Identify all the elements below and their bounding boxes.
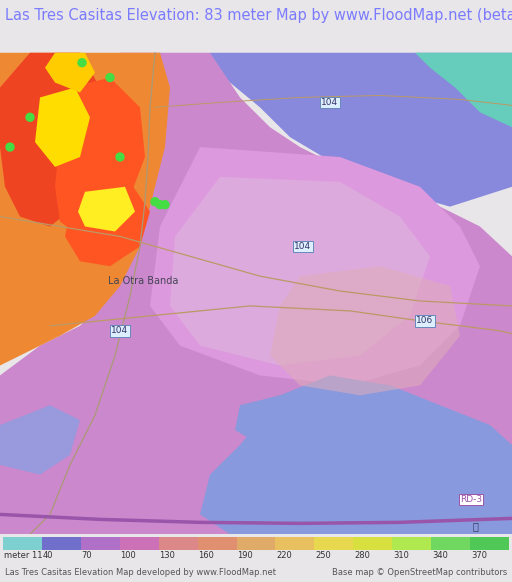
Text: 106: 106: [416, 317, 434, 325]
Polygon shape: [65, 182, 150, 266]
Polygon shape: [170, 177, 430, 365]
Circle shape: [161, 201, 169, 208]
Circle shape: [151, 198, 159, 205]
Bar: [80, 537, 119, 549]
Text: 160: 160: [199, 551, 215, 560]
Text: 104: 104: [294, 242, 312, 251]
Text: RD-3: RD-3: [460, 495, 482, 504]
Polygon shape: [0, 53, 110, 226]
Text: 100: 100: [120, 551, 136, 560]
Text: 70: 70: [81, 551, 92, 560]
Polygon shape: [35, 87, 90, 167]
Text: 104: 104: [322, 98, 338, 107]
Bar: [119, 537, 159, 549]
Polygon shape: [150, 147, 480, 385]
Bar: [41, 537, 80, 549]
Text: Base map © OpenStreetMap contributors: Base map © OpenStreetMap contributors: [332, 567, 507, 577]
Bar: [471, 537, 509, 549]
Polygon shape: [78, 187, 135, 232]
Circle shape: [26, 113, 34, 121]
Polygon shape: [235, 395, 310, 445]
Polygon shape: [45, 53, 95, 93]
Bar: [275, 537, 314, 549]
Text: 40: 40: [42, 551, 53, 560]
Bar: [237, 537, 275, 549]
Text: 340: 340: [433, 551, 449, 560]
Polygon shape: [415, 53, 512, 127]
Polygon shape: [0, 405, 80, 475]
Bar: [198, 537, 237, 549]
Polygon shape: [0, 53, 512, 534]
Bar: [314, 537, 353, 549]
Text: 104: 104: [112, 327, 129, 335]
Polygon shape: [270, 266, 460, 395]
Circle shape: [106, 73, 114, 81]
Text: ⓘ: ⓘ: [472, 521, 478, 531]
Text: meter 11: meter 11: [4, 551, 42, 560]
Circle shape: [78, 59, 86, 67]
Polygon shape: [0, 53, 170, 365]
Polygon shape: [200, 375, 512, 534]
Polygon shape: [55, 77, 145, 236]
Text: La Otra Banda: La Otra Banda: [108, 276, 178, 286]
Text: Las Tres Casitas Elevation: 83 meter Map by www.FloodMap.net (beta): Las Tres Casitas Elevation: 83 meter Map…: [5, 8, 512, 23]
Circle shape: [116, 153, 124, 161]
Text: 190: 190: [238, 551, 253, 560]
Bar: [3, 537, 41, 549]
Circle shape: [6, 143, 14, 151]
Text: 220: 220: [276, 551, 292, 560]
Polygon shape: [210, 53, 512, 207]
Text: Las Tres Casitas Elevation Map developed by www.FloodMap.net: Las Tres Casitas Elevation Map developed…: [5, 567, 276, 577]
Text: 370: 370: [472, 551, 487, 560]
Bar: [432, 537, 471, 549]
Bar: [393, 537, 432, 549]
Text: 280: 280: [354, 551, 370, 560]
Circle shape: [156, 201, 164, 208]
Bar: [353, 537, 393, 549]
Text: 130: 130: [160, 551, 176, 560]
Text: 250: 250: [315, 551, 331, 560]
Bar: [159, 537, 198, 549]
Text: 310: 310: [394, 551, 410, 560]
